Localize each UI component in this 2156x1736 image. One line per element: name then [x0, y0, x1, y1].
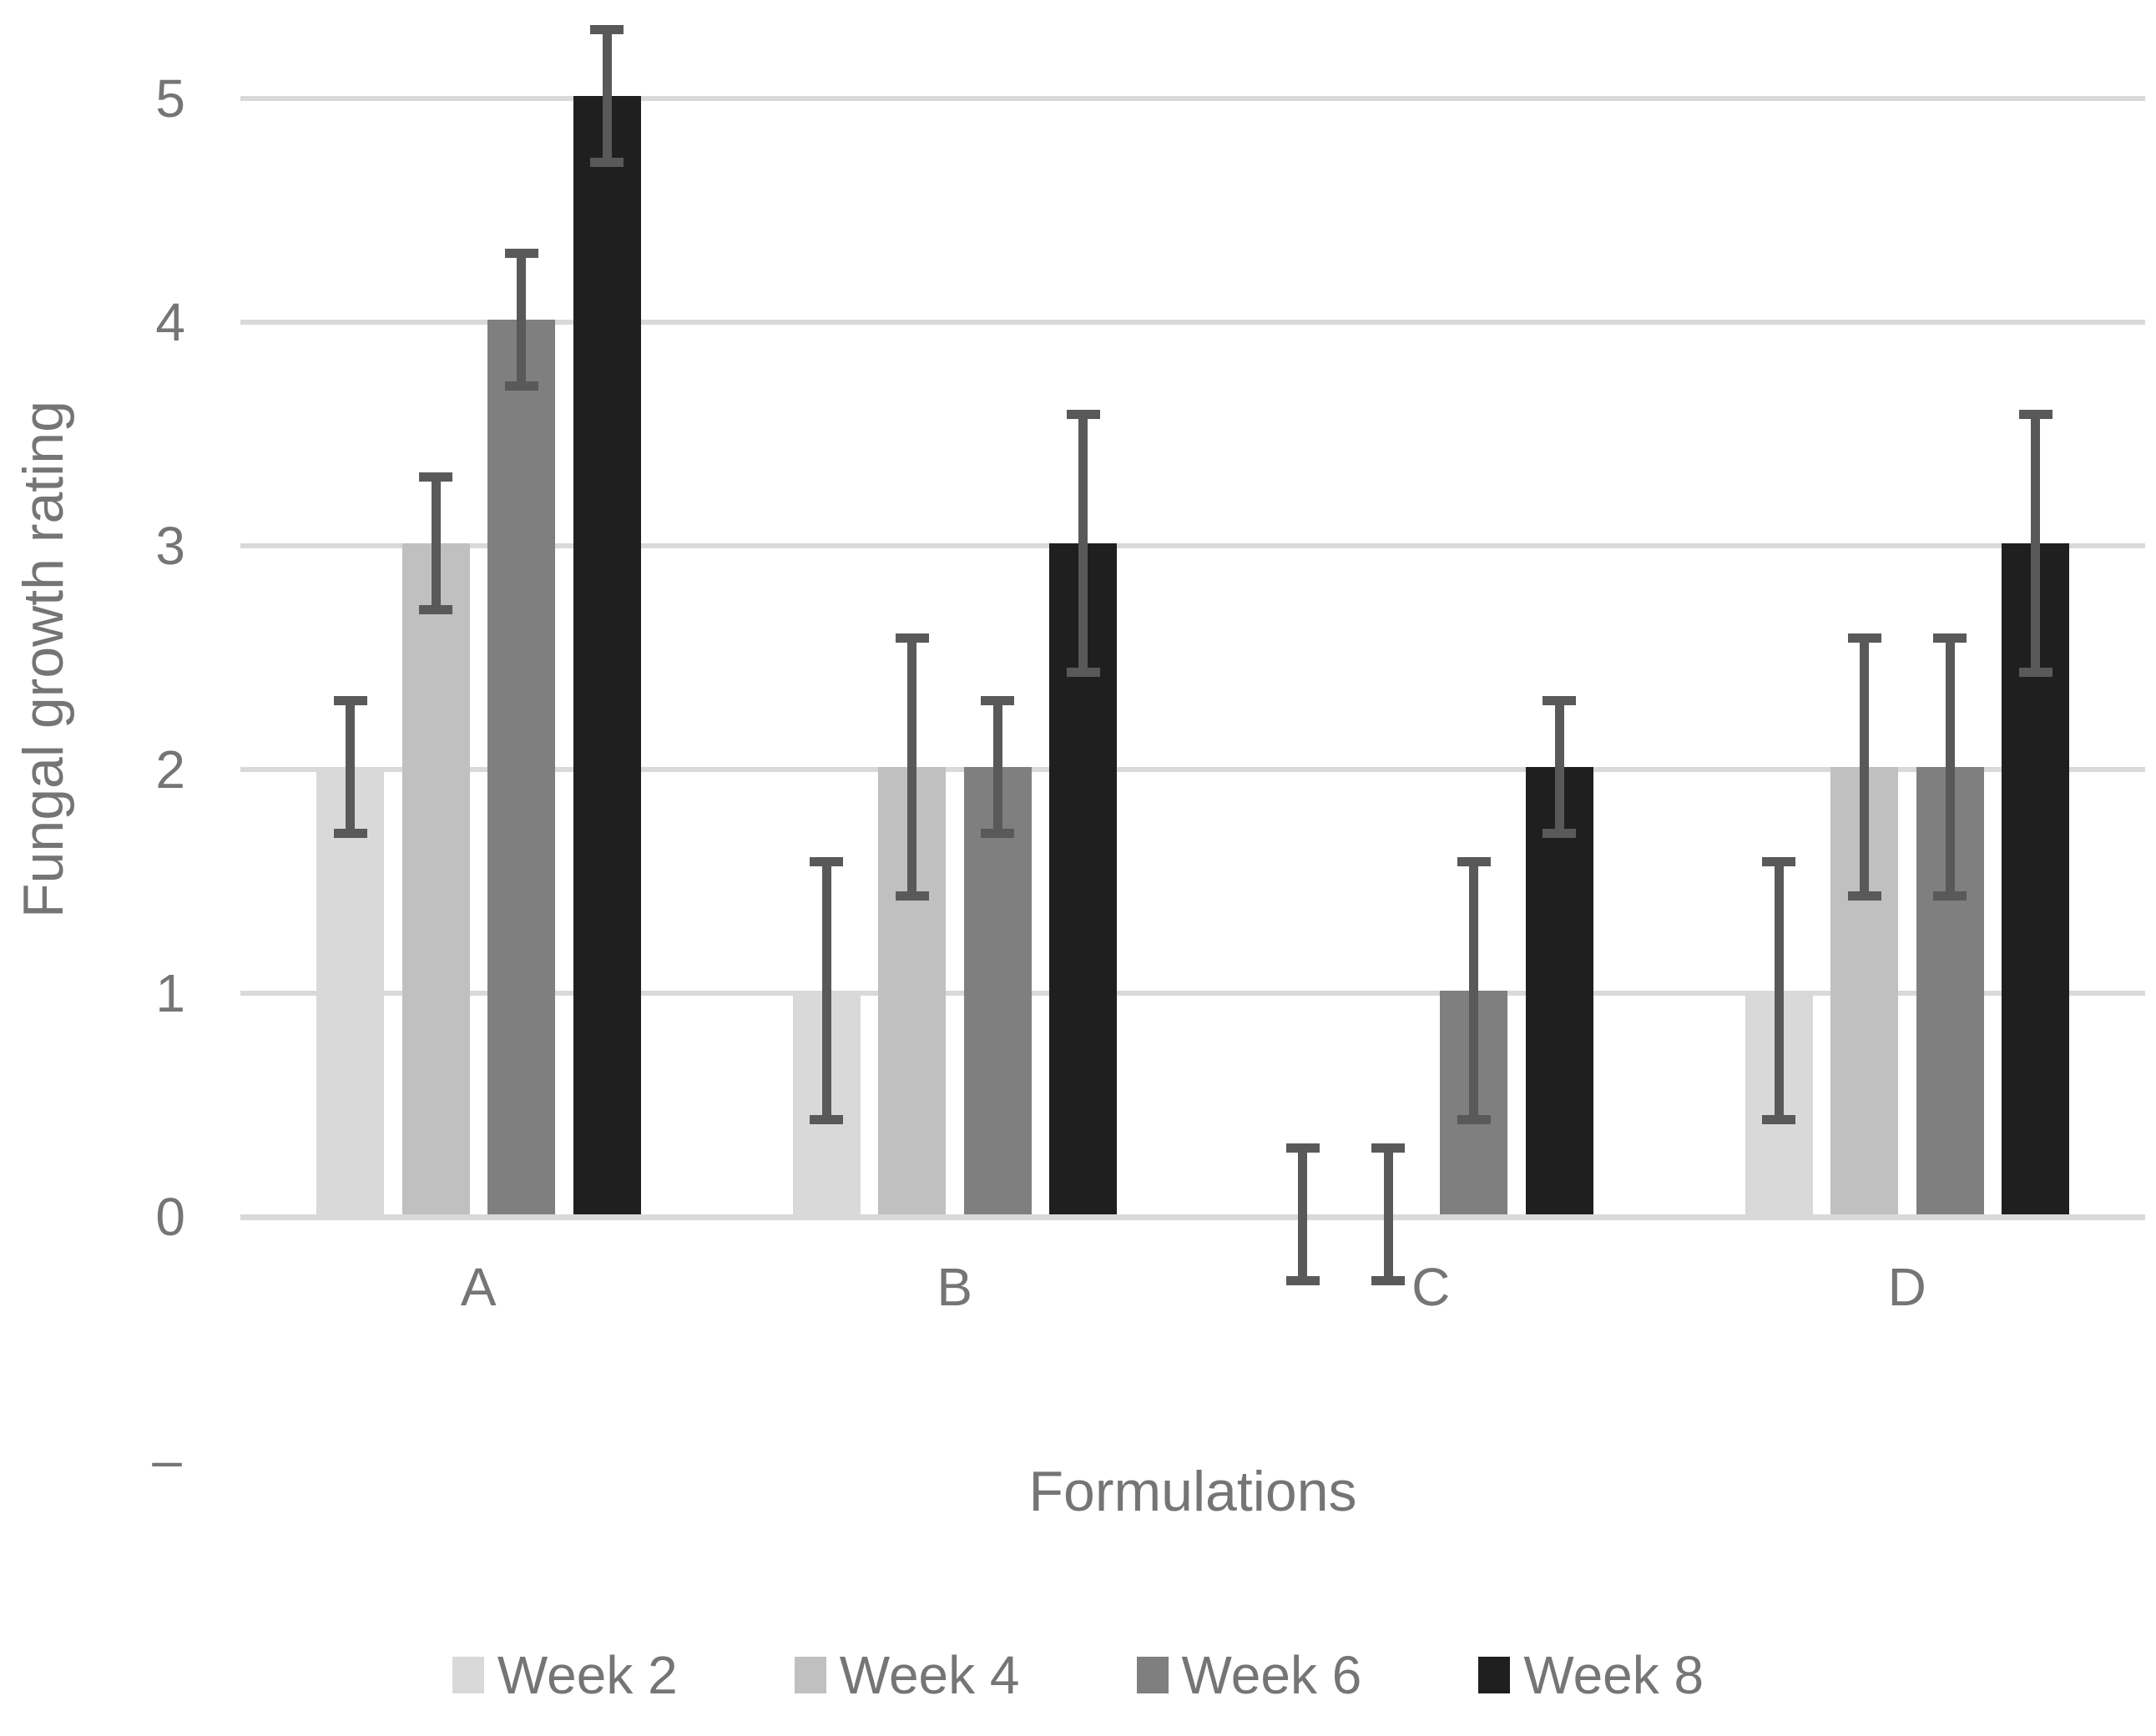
gridline — [240, 767, 2145, 772]
error-bar-top-cap — [504, 248, 538, 258]
y-tick-label: 5 — [155, 68, 185, 129]
y-tick-label: 3 — [155, 516, 185, 576]
legend-swatch — [794, 1657, 826, 1693]
error-bar-bottom-cap — [1762, 1115, 1795, 1125]
error-bar-top-cap — [419, 472, 452, 482]
error-bar-bottom-cap — [1847, 891, 1881, 901]
bar — [1525, 767, 1593, 1214]
error-bar-line — [1860, 637, 1869, 897]
x-axis-line — [240, 1214, 2145, 1220]
x-axis-title: Formulations — [1028, 1460, 1357, 1523]
error-bar-top-cap — [981, 695, 1014, 705]
error-bar-top-cap — [895, 633, 929, 643]
error-bar-top-cap — [1543, 695, 1576, 705]
error-bar-line — [2031, 413, 2040, 674]
gridline — [240, 96, 2145, 101]
bar — [963, 767, 1032, 1214]
legend-item: Week 6 — [1136, 1645, 1362, 1705]
legend-item: Week 2 — [452, 1648, 678, 1702]
bar — [487, 320, 555, 1214]
legend-item: Week 8 — [1478, 1648, 1704, 1702]
error-bar-bottom-cap — [2018, 668, 2052, 678]
y-tick-label: 1 — [155, 963, 185, 1023]
legend: Week 2 Week 4 Week 6 Week 8 — [0, 1648, 2156, 1702]
error-bar-line — [602, 28, 612, 164]
error-bar-top-cap — [590, 24, 624, 34]
error-bar-line — [517, 252, 526, 387]
error-bar-bottom-cap — [895, 891, 929, 901]
legend-swatch — [1136, 1657, 1169, 1693]
gridline — [240, 543, 2145, 548]
legend-swatch — [452, 1657, 484, 1693]
error-bar-bottom-cap — [419, 605, 452, 615]
error-bar-line — [1078, 413, 1088, 674]
error-bar-top-cap — [333, 695, 367, 705]
error-bar-bottom-cap — [810, 1115, 843, 1125]
error-bar-top-cap — [1371, 1143, 1405, 1153]
error-bar-top-cap — [1933, 633, 1967, 643]
error-bar-top-cap — [1847, 633, 1881, 643]
error-bar-line — [821, 860, 831, 1121]
error-bar-bottom-cap — [1933, 891, 1967, 901]
bar — [573, 96, 641, 1214]
error-bar-top-cap — [1457, 856, 1491, 866]
y-tick-label: 0 — [155, 1187, 185, 1247]
error-bar-line — [1383, 1147, 1393, 1282]
category-label: C — [1411, 1257, 1451, 1317]
error-bar-line — [1554, 699, 1564, 835]
legend-swatch — [1478, 1657, 1511, 1693]
error-bar-bottom-cap — [590, 158, 624, 168]
error-bar-line — [346, 699, 355, 835]
error-bar-line — [992, 699, 1002, 835]
error-bar-bottom-cap — [1066, 668, 1100, 678]
error-bar-bottom-cap — [1457, 1115, 1491, 1125]
stray-dash-tick: – — [152, 1430, 182, 1490]
error-bar-line — [1945, 637, 1955, 897]
category-label: A — [460, 1257, 497, 1317]
error-bar-top-cap — [2018, 409, 2052, 419]
error-bar-top-cap — [1762, 856, 1795, 866]
bar — [316, 767, 384, 1214]
error-bar-bottom-cap — [504, 381, 538, 391]
error-bar-line — [1774, 860, 1784, 1121]
y-tick-label: 2 — [155, 739, 185, 800]
y-tick-label: 4 — [155, 292, 185, 352]
category-label: B — [937, 1257, 973, 1317]
error-bar-top-cap — [810, 856, 843, 866]
gridline — [240, 991, 2145, 996]
error-bar-bottom-cap — [1285, 1276, 1320, 1286]
legend-item: Week 4 — [794, 1645, 1020, 1705]
error-bar-top-cap — [1285, 1143, 1320, 1153]
legend-label: Week 6 — [1181, 1645, 1362, 1705]
error-bar-bottom-cap — [1543, 829, 1576, 839]
gridline — [240, 320, 2145, 325]
error-bar-bottom-cap — [1371, 1276, 1405, 1286]
bar — [401, 543, 470, 1214]
error-bar-line — [1298, 1147, 1307, 1282]
category-label: D — [1887, 1257, 1926, 1317]
legend-label: Week 2 — [497, 1645, 678, 1705]
error-bar-bottom-cap — [981, 829, 1014, 839]
error-bar-bottom-cap — [333, 829, 367, 839]
error-bar-line — [431, 476, 441, 611]
legend-label: Week 4 — [839, 1645, 1020, 1705]
error-bar-top-cap — [1066, 409, 1100, 419]
error-bar-line — [907, 637, 916, 897]
error-bar-line — [1469, 860, 1478, 1121]
legend-label: Week 8 — [1523, 1645, 1704, 1705]
